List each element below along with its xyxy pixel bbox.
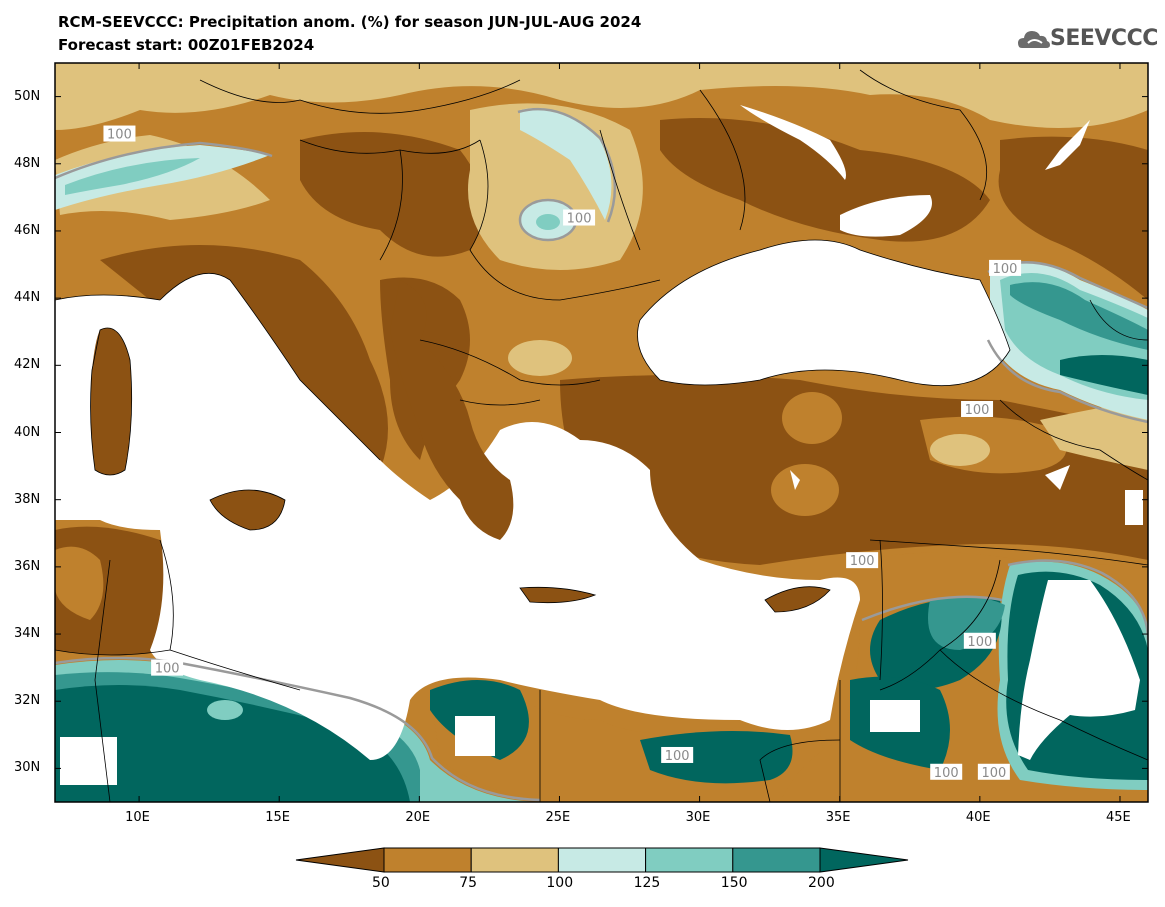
lat-tick-label: 48N xyxy=(14,155,41,171)
crete xyxy=(520,587,595,603)
contour-label-box xyxy=(846,552,879,569)
contour-label: 100 xyxy=(965,403,990,418)
colorbar-label: 150 xyxy=(720,875,748,891)
contour-label-box xyxy=(103,125,136,142)
contour-labels: 100 100 100 100 100 100 100 100 100 100 xyxy=(103,125,1022,781)
field-below-50-pannonia xyxy=(300,132,483,257)
mediterranean-sea xyxy=(55,273,860,760)
lat-tick-label: 32N xyxy=(14,693,41,709)
contour-label: 100 xyxy=(665,749,690,764)
forecast-start: Forecast start: 00Z01FEB2024 xyxy=(58,36,315,54)
lat-tick-label: 50N xyxy=(14,88,41,104)
black-sea xyxy=(637,240,1010,386)
contour-label: 100 xyxy=(967,635,992,650)
colorbar-swatch xyxy=(732,847,821,873)
colorbar-label: 200 xyxy=(808,875,835,891)
lat-tick-label: 38N xyxy=(14,491,41,507)
corsica-sardinia xyxy=(90,328,132,475)
cloud-icon xyxy=(1018,31,1050,48)
contour-label: 100 xyxy=(850,554,875,569)
page-title: RCM-SEEVCCC: Precipitation anom. (%) for… xyxy=(58,13,642,31)
contour-label-box xyxy=(563,209,596,226)
lat-tick-label: 42N xyxy=(14,357,41,373)
lat-tick-label: 30N xyxy=(14,760,41,776)
colorbar-min-arrow xyxy=(295,847,385,873)
colorbar xyxy=(295,847,909,873)
contour-label: 100 xyxy=(934,766,959,781)
axis-ticks xyxy=(55,63,1148,802)
field-100-125-alps xyxy=(55,145,270,210)
contour-label-box xyxy=(989,259,1022,276)
lat-tick-label: 40N xyxy=(14,424,41,440)
lat-tick-label: 34N xyxy=(14,626,41,642)
cyprus xyxy=(765,586,830,612)
lon-tick-label: 25E xyxy=(545,810,571,825)
azov-sea xyxy=(840,195,932,237)
lon-tick-label: 10E xyxy=(125,810,150,825)
field-100-125-carpathians xyxy=(520,108,612,220)
colorbar-label: 100 xyxy=(546,875,574,891)
colorbar-label: 125 xyxy=(633,875,661,891)
colorbar-max-arrow xyxy=(819,847,909,873)
lon-tick-label: 45E xyxy=(1105,810,1131,825)
contour-label-box xyxy=(151,659,184,676)
lon-tick-label: 35E xyxy=(825,810,851,825)
field-above-200-libya xyxy=(55,685,410,802)
colorbar-swatch xyxy=(645,847,734,873)
contour-label-box xyxy=(963,632,996,649)
contour-label: 100 xyxy=(567,212,592,227)
contour-label-box xyxy=(977,763,1010,780)
lon-tick-label: 15E xyxy=(265,810,290,825)
contour-label: 100 xyxy=(981,766,1006,781)
contour-label-box xyxy=(930,763,963,780)
contour-label-box xyxy=(661,746,694,763)
colorbar-swatch xyxy=(557,847,647,873)
contour-label-box xyxy=(961,400,994,417)
lat-tick-label: 44N xyxy=(14,290,41,306)
colorbar-swatch xyxy=(470,847,559,873)
greece-balkans xyxy=(390,280,514,540)
lat-tick-label: 36N xyxy=(14,558,41,574)
field-below-50-russia xyxy=(998,136,1148,300)
lon-tick-label: 40E xyxy=(965,810,991,825)
contour-label: 100 xyxy=(155,662,180,677)
contour-label: 100 xyxy=(107,128,132,143)
logo-text: SEEVCCC xyxy=(1050,26,1158,51)
map-field xyxy=(55,63,1148,802)
lat-tick-label: 46N xyxy=(14,222,41,238)
contour-label: 100 xyxy=(993,262,1018,277)
lon-tick-label: 20E xyxy=(405,810,431,825)
colorbar-label: 50 xyxy=(372,875,390,891)
colorbar-label: 75 xyxy=(459,875,478,891)
colorbar-swatch xyxy=(383,847,472,873)
lon-tick-label: 30E xyxy=(685,810,711,825)
